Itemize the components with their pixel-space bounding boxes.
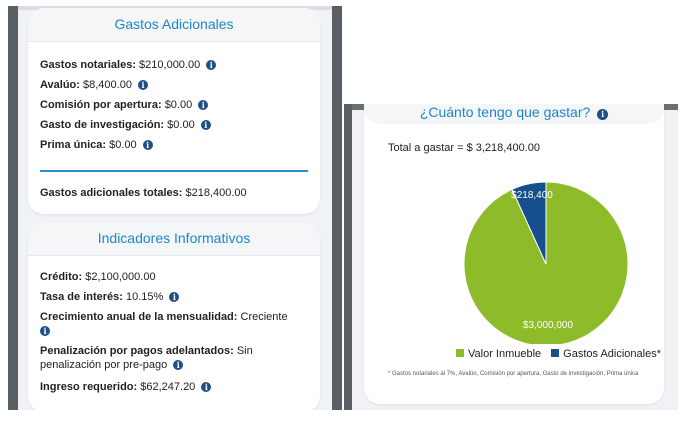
cuanto-title: ¿Cuánto tengo que gastar? <box>419 104 591 120</box>
gastos-row-prima: Prima única: $0.00 i <box>40 138 153 152</box>
info-icon[interactable]: i <box>597 109 609 120</box>
gastos-title: Gastos Adicionales <box>28 8 320 42</box>
row-value: $210,000.00 <box>139 59 201 71</box>
indicador-credito: Crédito: $2,100,000.00 <box>40 270 156 284</box>
gastos-total-row: Gastos adicionales totales: $218,400.00 <box>40 186 247 200</box>
gastos-row-comision: Comisión por apertura: $0.00 i <box>40 98 209 112</box>
legend-item-valor: Valor Inmueble <box>456 348 541 360</box>
cuanto-title-bar: ¿Cuánto tengo que gastar? i <box>364 104 664 124</box>
row-value: $0.00 <box>164 99 193 111</box>
row-value: Sin penalización por pre-pago <box>40 345 253 371</box>
info-icon[interactable]: i <box>201 382 212 392</box>
info-icon[interactable]: i <box>40 326 50 336</box>
row-value: 10.15% <box>126 291 164 303</box>
row-label: Prima única: <box>40 139 107 151</box>
row-value: Creciente <box>240 311 288 323</box>
row-value: $2,100,000.00 <box>85 271 156 283</box>
pie-label-gastos: $218,400 <box>511 190 553 201</box>
pie-slice-gastos <box>511 181 547 265</box>
gastos-row-notariales: Gastos notariales: $210,000.00 i <box>40 58 217 72</box>
info-icon[interactable]: i <box>173 360 184 370</box>
divider <box>40 170 308 172</box>
legend-label: Gastos Adicionales* <box>563 348 662 360</box>
info-icon[interactable]: i <box>206 60 217 70</box>
indicador-tasa: Tasa de interés: 10.15% i <box>40 290 180 304</box>
legend-label: Valor Inmueble <box>468 348 542 360</box>
info-icon[interactable]: i <box>138 80 148 90</box>
left-screen: Gastos Adicionales Gastos notariales: $2… <box>8 6 342 410</box>
indicadores-card: Indicadores Informativos Crédito: $2,100… <box>28 222 320 410</box>
gastos-card: Gastos Adicionales Gastos notariales: $2… <box>28 8 320 214</box>
row-value: $0.00 <box>167 119 195 131</box>
pie-chart: $3,000,000 $218,400 <box>463 181 629 344</box>
row-label: Crecimiento anual de la mensualidad: <box>40 311 238 323</box>
legend-swatch <box>551 349 560 357</box>
row-label: Comisión por apertura: <box>40 99 162 111</box>
indicador-crecimiento: Crecimiento anual de la mensualidad: Cre… <box>40 310 308 338</box>
row-label: Crédito: <box>40 271 83 283</box>
footnote: * Gastos notariales al 7%, Avalúo, Comis… <box>388 371 639 377</box>
row-value: $8,400.00 <box>83 79 132 91</box>
row-label: Penalización por pagos adelantados: <box>40 345 234 357</box>
legend-swatch <box>456 349 464 357</box>
row-label: Avalúo: <box>40 79 80 91</box>
info-icon[interactable]: i <box>142 140 153 150</box>
gastos-row-avaluo: Avalúo: $8,400.00 i <box>40 78 148 92</box>
gastos-row-investigacion: Gasto de investigación: $0.00 i <box>40 118 211 132</box>
row-label: Ingreso requerido: <box>40 381 138 393</box>
info-icon[interactable]: i <box>198 100 209 110</box>
cuanto-card: ¿Cuánto tengo que gastar? i Total a gast… <box>364 104 664 404</box>
chart-legend: Valor Inmueble Gastos Adicionales* <box>456 348 661 360</box>
indicador-ingreso: Ingreso requerido: $62,247.20 i <box>40 380 212 394</box>
info-icon[interactable]: i <box>169 292 180 302</box>
row-value: $62,247.20 <box>140 381 196 393</box>
legend-item-gastos: Gastos Adicionales* <box>551 348 661 360</box>
info-icon[interactable]: i <box>200 120 211 130</box>
total-label: Gastos adicionales totales: <box>40 187 183 199</box>
row-label: Gasto de investigación: <box>40 119 165 131</box>
right-screen: ¿Cuánto tengo que gastar? i Total a gast… <box>344 104 678 410</box>
indicador-penalizacion: Penalización por pagos adelantados: Sin … <box>40 344 308 372</box>
total-value: $218,400.00 <box>185 187 247 199</box>
row-label: Gastos notariales: <box>40 59 136 71</box>
pie-label-valor: $3,000,000 <box>523 320 573 331</box>
total-a-gastar: Total a gastar = $ 3,218,400.00 <box>388 142 540 154</box>
indicadores-title: Indicadores Informativos <box>28 222 320 256</box>
row-value: $0.00 <box>109 139 137 151</box>
row-label: Tasa de interés: <box>40 291 123 303</box>
